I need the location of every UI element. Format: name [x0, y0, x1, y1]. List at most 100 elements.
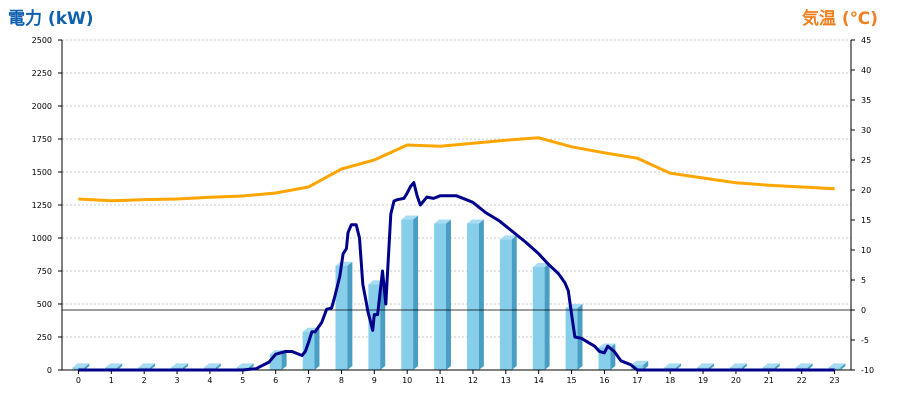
right-tick-label: -5: [861, 336, 869, 345]
grid-lines: [62, 39, 851, 338]
power-bar-side: [741, 363, 747, 370]
left-tick-label: 1750: [32, 135, 52, 144]
power-bar-top: [335, 261, 353, 266]
power-bar: [269, 354, 282, 370]
x-tick-label: 2: [142, 376, 147, 385]
power-bar-top: [795, 363, 813, 368]
right-tick-label: 5: [861, 276, 866, 285]
power-bar-top: [499, 235, 517, 240]
power-bar-top: [236, 363, 254, 368]
power-bar-top: [434, 219, 451, 224]
power-bar-top: [105, 363, 123, 368]
power-bar-top: [664, 363, 682, 368]
x-tick-label: 5: [240, 376, 245, 385]
x-tick-label: 6: [273, 376, 278, 385]
x-tick-label: 21: [764, 376, 774, 385]
series-lines: [78, 136, 835, 372]
power-bar: [532, 267, 545, 370]
left-tick-label: 2500: [32, 36, 52, 45]
left-tick-label: 750: [37, 267, 52, 276]
right-tick-label: 15: [861, 216, 871, 225]
x-tick-label: 4: [207, 376, 212, 385]
x-tick-label: 17: [632, 376, 642, 385]
power-bar-side: [215, 363, 221, 370]
x-tick-label: 10: [402, 376, 412, 385]
power-bar-side: [413, 215, 419, 370]
x-tick-label: 0: [76, 376, 81, 385]
right-tick-label: 40: [861, 66, 871, 75]
power-bar: [598, 347, 611, 370]
power-line: [78, 181, 835, 372]
x-tick-label: 7: [306, 376, 311, 385]
power-bars: [72, 215, 846, 370]
right-tick-label: 45: [861, 36, 871, 45]
x-tick-label: 12: [468, 376, 478, 385]
x-tick-label: 23: [829, 376, 839, 385]
tick-labels: 02505007501000125015001750200022502500-1…: [32, 36, 874, 385]
power-bar-top: [467, 219, 484, 224]
power-bar-side: [182, 363, 188, 370]
power-bar: [434, 223, 446, 370]
power-bar-side: [281, 350, 287, 370]
right-tick-label: 25: [861, 156, 871, 165]
power-bar-top: [204, 363, 221, 368]
x-tick-label: 1: [109, 376, 114, 385]
axes: [58, 39, 855, 374]
x-tick-label: 11: [435, 376, 445, 385]
power-bar-side: [774, 363, 780, 370]
power-bar-side: [84, 363, 90, 370]
power-bar-top: [532, 263, 550, 268]
power-bar-side: [117, 363, 123, 370]
power-bar: [335, 265, 348, 370]
power-bar-side: [380, 280, 386, 370]
power-bar-side: [478, 219, 484, 370]
x-tick-label: 13: [501, 376, 511, 385]
power-bar-side: [347, 261, 353, 370]
left-tick-label: 250: [37, 333, 52, 342]
x-tick-label: 9: [372, 376, 377, 385]
power-bar-side: [511, 235, 517, 370]
left-tick-label: 500: [37, 300, 52, 309]
power-bar-side: [544, 263, 550, 370]
right-tick-label: 30: [861, 126, 871, 135]
power-bar: [499, 239, 512, 370]
power-bar: [565, 307, 578, 370]
power-bar-top: [730, 363, 747, 368]
left-tick-label: 1000: [32, 234, 52, 243]
temperature-line: [78, 136, 835, 203]
x-tick-label: 15: [566, 376, 576, 385]
x-tick-label: 8: [339, 376, 344, 385]
power-bar-side: [150, 363, 156, 370]
power-bar-top: [828, 363, 846, 368]
left-tick-label: 1250: [32, 201, 52, 210]
x-tick-label: 16: [599, 376, 609, 385]
power-bar: [631, 364, 644, 370]
power-bar-top: [171, 363, 188, 368]
power-bar-top: [697, 363, 714, 368]
power-bar-side: [314, 327, 320, 370]
left-axis-title: 電力 (kW): [8, 9, 94, 29]
power-bar: [401, 219, 414, 370]
right-tick-label: 0: [861, 306, 866, 315]
left-tick-label: 2250: [32, 69, 52, 78]
x-tick-label: 20: [731, 376, 741, 385]
power-bar-top: [631, 360, 649, 365]
power-bar: [302, 331, 315, 370]
right-axis-title: 気温 (℃): [801, 9, 878, 29]
power-bar-top: [401, 215, 419, 220]
power-bar-side: [708, 363, 714, 370]
x-tick-label: 3: [175, 376, 180, 385]
left-tick-label: 1500: [32, 168, 52, 177]
power-bar-top: [138, 363, 156, 368]
right-tick-label: 35: [861, 96, 871, 105]
x-tick-label: 19: [698, 376, 708, 385]
right-tick-label: 20: [861, 186, 871, 195]
x-tick-label: 22: [797, 376, 807, 385]
power-bar-side: [445, 219, 451, 370]
power-bar: [467, 223, 479, 370]
power-bar-side: [676, 363, 682, 370]
x-tick-label: 14: [534, 376, 544, 385]
power-bar-top: [762, 363, 780, 368]
power-bar-side: [643, 360, 649, 370]
